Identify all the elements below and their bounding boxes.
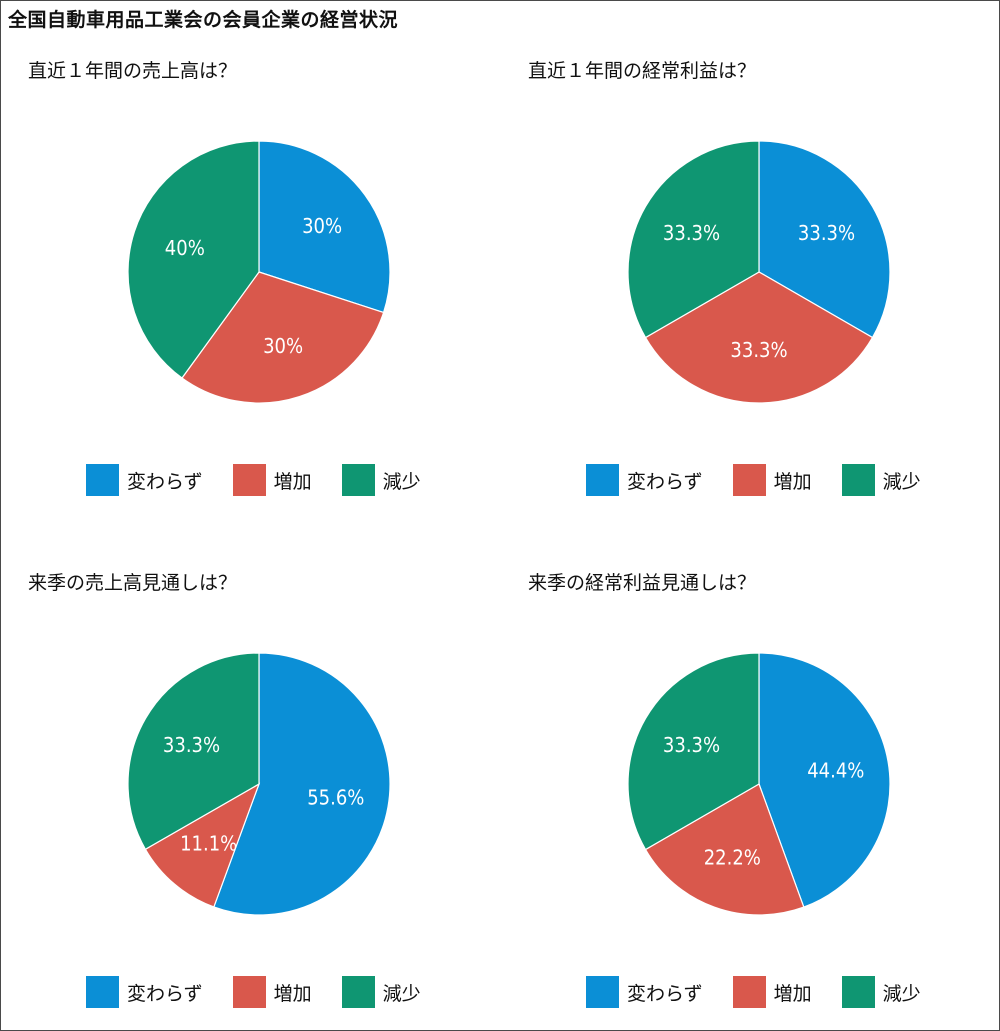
slice-unchanged (758, 140, 891, 339)
slice-label-decrease: 40% (165, 236, 205, 260)
legend-label-increase: 増加 (773, 982, 812, 1005)
legend-swatch-decrease (841, 976, 875, 1008)
slice-label-unchanged: 33.3% (798, 221, 855, 245)
legend-item-increase: 増加 (732, 976, 812, 1008)
legend-swatch-unchanged (586, 464, 619, 496)
slice-increase (644, 783, 805, 916)
slice-unchanged (258, 140, 391, 314)
chart-panel-sales-next-season: 来季の売上高見通しは？ 55.6% 11.1% 33.3% 変わらず 増加 減少 (1, 513, 501, 1028)
slice-label-decrease: 33.3% (163, 733, 220, 757)
legend-label-decrease: 減少 (882, 982, 921, 1005)
legend-item-decrease: 減少 (341, 464, 421, 496)
chart-panel-profit-last-year: 直近１年間の経常利益は？ 33.3% 33.3% 33.3% 変わらず 増加 減少 (501, 1, 1000, 516)
chart-legend: 変わらず 増加 減少 (86, 464, 451, 496)
pie-chart: 33.3% 33.3% 33.3% (627, 140, 891, 404)
legend-label-increase: 増加 (273, 982, 312, 1005)
chart-legend: 変わらず 増加 減少 (86, 976, 451, 1008)
legend-label-increase: 増加 (773, 470, 812, 493)
slice-label-unchanged: 30% (302, 214, 342, 238)
legend-swatch-decrease (341, 976, 375, 1008)
legend-label-decrease: 減少 (382, 470, 421, 493)
slice-label-increase: 33.3% (730, 338, 787, 362)
legend-swatch-unchanged (586, 976, 619, 1008)
legend-item-unchanged: 変わらず (86, 976, 203, 1008)
legend-swatch-unchanged (86, 976, 119, 1008)
legend-item-increase: 増加 (732, 464, 812, 496)
slice-increase (144, 782, 261, 908)
slice-label-unchanged: 44.4% (807, 759, 864, 783)
pie-chart: 30% 30% 40% (127, 140, 391, 404)
legend-item-increase: 増加 (232, 464, 312, 496)
legend-label-unchanged: 変わらず (627, 982, 703, 1005)
chart-legend: 変わらず 増加 減少 (586, 976, 951, 1008)
slice-increase (644, 271, 874, 404)
pie-chart: 44.4% 22.2% 33.3% (627, 652, 891, 916)
slice-increase (181, 271, 385, 404)
main-title: 全国自動車用品工業会の会員企業の経営状況 (8, 9, 399, 31)
legend-label-unchanged: 変わらず (127, 470, 203, 493)
legend-item-unchanged: 変わらず (86, 464, 203, 496)
chart-title: 直近１年間の売上高は？ (28, 60, 238, 82)
chart-panel-profit-next-season: 来季の経常利益見通しは？ 44.4% 22.2% 33.3% 変わらず 増加 減少 (501, 513, 1000, 1028)
slice-label-decrease: 33.3% (663, 221, 720, 245)
slice-label-unchanged: 55.6% (307, 786, 364, 810)
slice-unchanged (213, 652, 391, 916)
legend-swatch-increase (232, 464, 266, 496)
legend-item-decrease: 減少 (841, 464, 921, 496)
legend-item-unchanged: 変わらず (586, 976, 703, 1008)
chart-panel-sales-last-year: 直近１年間の売上高は？ 30% 30% 40% 変わらず 増加 減少 (1, 1, 501, 516)
legend-label-unchanged: 変わらず (127, 982, 203, 1005)
slice-decrease (627, 140, 760, 339)
slice-label-increase: 11.1% (180, 832, 237, 856)
chart-title: 来季の売上高見通しは？ (28, 572, 238, 594)
legend-swatch-increase (232, 976, 266, 1008)
slice-label-increase: 30% (263, 334, 303, 358)
legend-swatch-decrease (841, 464, 875, 496)
slice-unchanged (758, 652, 891, 908)
slice-label-decrease: 33.3% (663, 733, 720, 757)
legend-label-decrease: 減少 (882, 470, 921, 493)
slice-decrease (627, 652, 760, 851)
slice-label-increase: 22.2% (704, 845, 761, 869)
chart-title: 来季の経常利益見通しは？ (528, 572, 757, 594)
legend-item-decrease: 減少 (341, 976, 421, 1008)
slice-decrease (127, 140, 260, 379)
legend-item-increase: 増加 (232, 976, 312, 1008)
chart-legend: 変わらず 増加 減少 (586, 464, 951, 496)
legend-item-unchanged: 変わらず (586, 464, 703, 496)
chart-title: 直近１年間の経常利益は？ (528, 60, 757, 82)
legend-item-decrease: 減少 (841, 976, 921, 1008)
legend-swatch-increase (732, 976, 766, 1008)
pie-chart: 55.6% 11.1% 33.3% (127, 652, 391, 916)
legend-label-unchanged: 変わらず (627, 470, 703, 493)
legend-swatch-unchanged (86, 464, 119, 496)
slice-decrease (127, 652, 260, 851)
legend-label-increase: 増加 (273, 470, 312, 493)
legend-swatch-decrease (341, 464, 375, 496)
legend-swatch-increase (732, 464, 766, 496)
legend-label-decrease: 減少 (382, 982, 421, 1005)
